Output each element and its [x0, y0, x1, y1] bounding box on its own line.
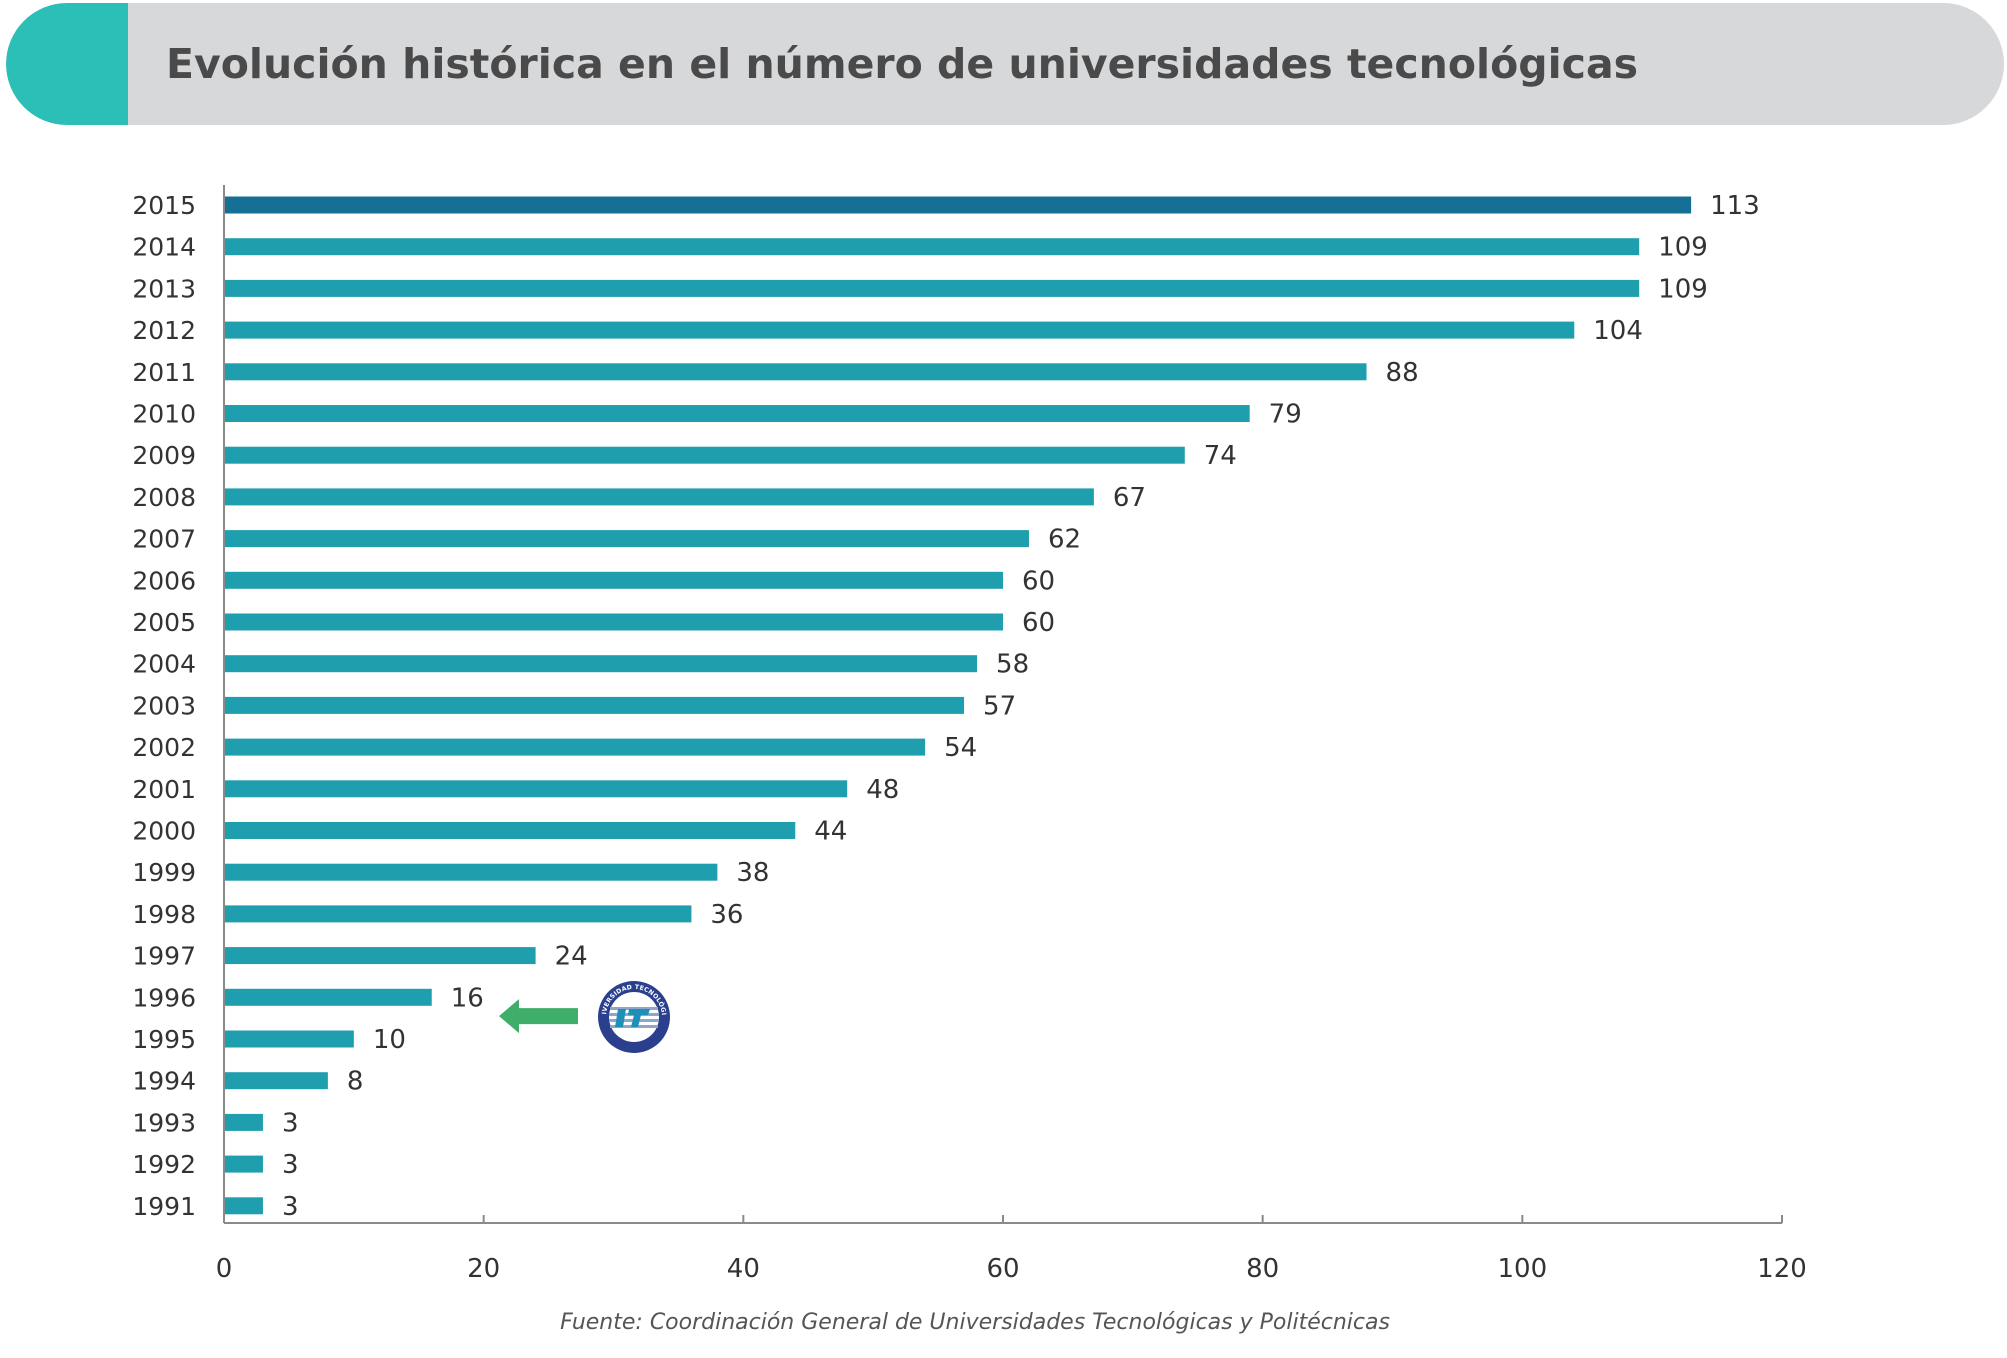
bar-1992: [224, 1155, 263, 1173]
category-label-1993: 1993: [132, 1108, 196, 1137]
bar-2002: [224, 738, 926, 756]
category-label-1999: 1999: [132, 858, 196, 887]
university-logo-icon: UNIVERSIDAD TECNOLÓGICA DE TABASCO: [596, 979, 670, 1053]
value-label-2009: 74: [1204, 441, 1237, 471]
bar-1991: [224, 1197, 263, 1215]
category-label-2003: 2003: [132, 691, 196, 720]
bar-2005: [224, 613, 1003, 631]
category-label-2009: 2009: [132, 441, 196, 470]
category-label-2007: 2007: [132, 525, 196, 554]
bar-2010: [224, 405, 1250, 422]
annotation-group: [499, 999, 578, 1034]
category-label-2013: 2013: [132, 274, 196, 303]
value-label-2006: 60: [1022, 566, 1055, 596]
axes-group: 0 20 40 60 80 100 120: [216, 185, 1807, 1284]
category-label-1992: 1992: [132, 1150, 196, 1179]
bar-1999: [224, 863, 718, 881]
x-tick-label-60: 60: [986, 1254, 1019, 1284]
value-label-2010: 79: [1269, 400, 1302, 430]
value-label-1992: 3: [282, 1150, 299, 1180]
category-label-1998: 1998: [132, 900, 196, 929]
bar-1998: [224, 905, 692, 923]
category-label-2002: 2002: [132, 733, 196, 762]
category-label-2012: 2012: [132, 316, 196, 345]
value-label-2013: 109: [1658, 274, 1708, 304]
value-label-2004: 58: [996, 650, 1029, 680]
x-tick-label-120: 120: [1757, 1254, 1807, 1284]
value-label-1991: 3: [282, 1192, 299, 1222]
bar-2007: [224, 530, 1029, 548]
value-label-2012: 104: [1593, 316, 1643, 346]
x-tick-label-0: 0: [216, 1254, 233, 1284]
category-label-2008: 2008: [132, 483, 196, 512]
bars-group: [224, 196, 1692, 1215]
category-label-1995: 1995: [132, 1025, 196, 1054]
x-tick-label-40: 40: [727, 1254, 760, 1284]
category-label-2010: 2010: [132, 400, 196, 429]
category-label-1997: 1997: [132, 942, 196, 971]
value-label-2003: 57: [983, 691, 1016, 721]
category-label-2005: 2005: [132, 608, 196, 637]
bar-1995: [224, 1030, 354, 1048]
value-label-1997: 24: [555, 942, 588, 972]
bar-1996: [224, 988, 432, 1006]
category-label-2014: 2014: [132, 233, 196, 262]
bar-2004: [224, 655, 978, 673]
bar-2001: [224, 780, 848, 798]
bar-2012: [224, 321, 1575, 339]
x-tick-label-100: 100: [1498, 1254, 1548, 1284]
source-note: Fuente: Coordinación General de Universi…: [560, 1310, 1390, 1335]
category-label-1996: 1996: [132, 983, 196, 1012]
value-label-2005: 60: [1022, 608, 1055, 638]
x-tick-label-20: 20: [467, 1254, 500, 1284]
bar-2011: [224, 363, 1367, 381]
category-label-2006: 2006: [132, 566, 196, 595]
category-label-2015: 2015: [132, 191, 196, 220]
value-label-2007: 62: [1048, 525, 1081, 555]
x-tick-label-80: 80: [1246, 1254, 1279, 1284]
bar-2009: [224, 446, 1185, 464]
bar-2006: [224, 571, 1003, 589]
value-label-1993: 3: [282, 1108, 299, 1138]
bar-2003: [224, 696, 965, 714]
bar-1993: [224, 1113, 263, 1131]
value-label-1995: 10: [373, 1025, 406, 1055]
bar-1997: [224, 947, 536, 965]
category-labels: 2015 2014 2013 2012 2011 2010 2009 2008 2007 2006…: [132, 191, 196, 1221]
bar-2015: [224, 196, 1692, 214]
chart-title: Evolución histórica en el número de univ…: [166, 40, 1639, 88]
bar-2008: [224, 488, 1094, 506]
value-label-2008: 67: [1113, 483, 1146, 513]
value-label-2002: 54: [944, 733, 977, 763]
value-label-1994: 8: [347, 1067, 364, 1097]
bar-1994: [224, 1072, 328, 1090]
value-label-1996: 16: [451, 983, 484, 1013]
category-label-2004: 2004: [132, 650, 196, 679]
value-label-2000: 44: [814, 817, 847, 847]
banner-accent: [6, 3, 128, 125]
value-label-1998: 36: [710, 900, 743, 930]
bar-2000: [224, 822, 796, 839]
value-label-2014: 109: [1658, 233, 1708, 263]
category-label-2001: 2001: [132, 775, 196, 804]
category-label-1991: 1991: [132, 1192, 196, 1221]
value-labels: 1131091091048879746762606058575448443836…: [282, 191, 1760, 1222]
category-label-2011: 2011: [132, 358, 196, 387]
category-label-2000: 2000: [132, 817, 196, 846]
value-label-2001: 48: [866, 775, 899, 805]
value-label-2011: 88: [1386, 358, 1419, 388]
bar-2014: [224, 238, 1640, 256]
title-banner: Evolución histórica en el número de univ…: [6, 3, 2004, 125]
category-label-1994: 1994: [132, 1067, 196, 1096]
value-label-2015: 113: [1710, 191, 1760, 221]
bar-2013: [224, 279, 1640, 297]
arrow-left-icon: [499, 999, 578, 1034]
value-label-1999: 38: [736, 858, 769, 888]
